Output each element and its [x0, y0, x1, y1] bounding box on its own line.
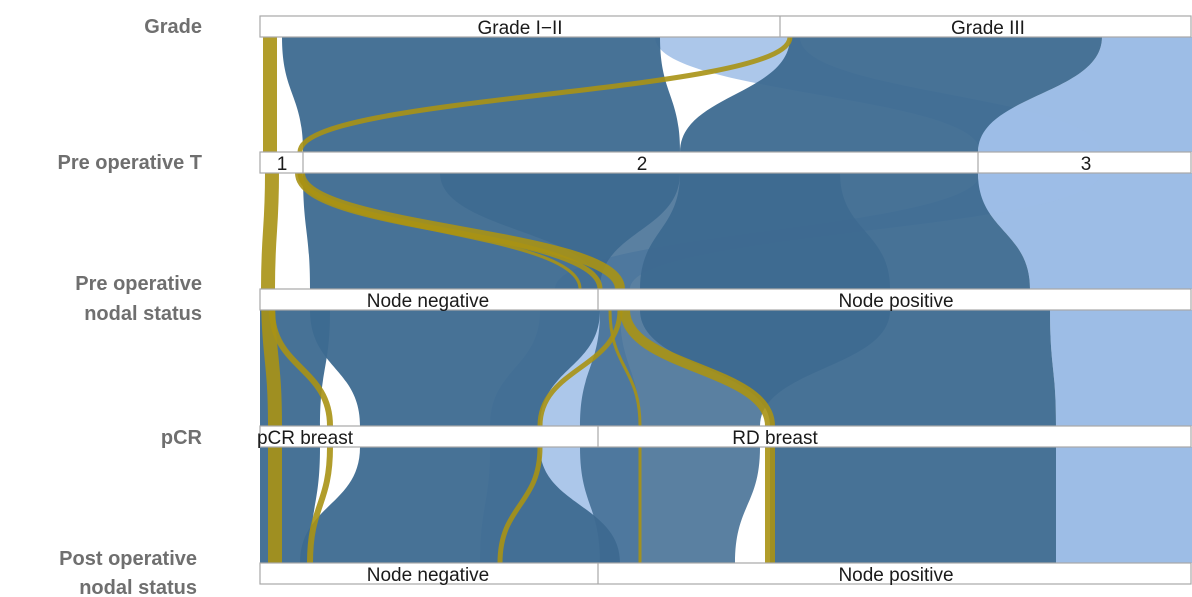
axis-bar-box — [259, 562, 1192, 585]
axis-bar-pcr: pCR breast RD breast — [257, 425, 1192, 449]
category-label: Grade I−II — [477, 18, 562, 39]
gold-thread-5 — [298, 172, 642, 563]
axis-bar-box — [259, 15, 1192, 38]
flow-band-dark-1 — [282, 37, 680, 563]
category-label: Node positive — [838, 291, 953, 312]
category-label: 1 — [277, 154, 288, 175]
axis-bar-grade: Grade I−II Grade III — [259, 15, 1192, 39]
category-label: 2 — [637, 154, 648, 175]
axis-bar-pre_nodal: Node negative Node positive — [259, 288, 1192, 312]
axis-label-grade: Grade — [144, 16, 202, 38]
axis-label-pre_t: Pre operative T — [57, 152, 202, 174]
category-label: Grade III — [951, 18, 1025, 39]
category-label: 3 — [1081, 154, 1092, 175]
flow-band-dark-3 — [440, 173, 890, 563]
axis-label-pcr: pCR — [161, 427, 203, 449]
category-label: pCR breast — [257, 428, 354, 449]
axis-label-pre_nodal: Pre operative — [75, 273, 202, 295]
axis-bar-box — [259, 151, 1192, 174]
axis-bar-box — [259, 288, 1192, 311]
category-label: RD breast — [732, 428, 818, 449]
axis-bar-pre_t: 1 2 3 — [259, 151, 1192, 175]
gold-thread-1 — [260, 37, 283, 563]
category-label: Node positive — [838, 565, 953, 586]
axis-bar-post_nodal: Node negative Node positive — [259, 562, 1192, 586]
axis-label-pre_nodal: nodal status — [84, 303, 202, 325]
axis-labels-layer: Grade Pre operative T Pre operative nodal s… — [57, 16, 202, 597]
category-label: Node negative — [367, 291, 490, 312]
flow-layer — [260, 36, 1192, 564]
flow-band-dark-2 — [640, 37, 1102, 563]
axis-label-post_nodal: Post operative — [59, 548, 197, 570]
category-label: Node negative — [367, 565, 490, 586]
axis-bar-box — [259, 425, 1192, 448]
axis-label-post_nodal: nodal status — [79, 577, 197, 597]
